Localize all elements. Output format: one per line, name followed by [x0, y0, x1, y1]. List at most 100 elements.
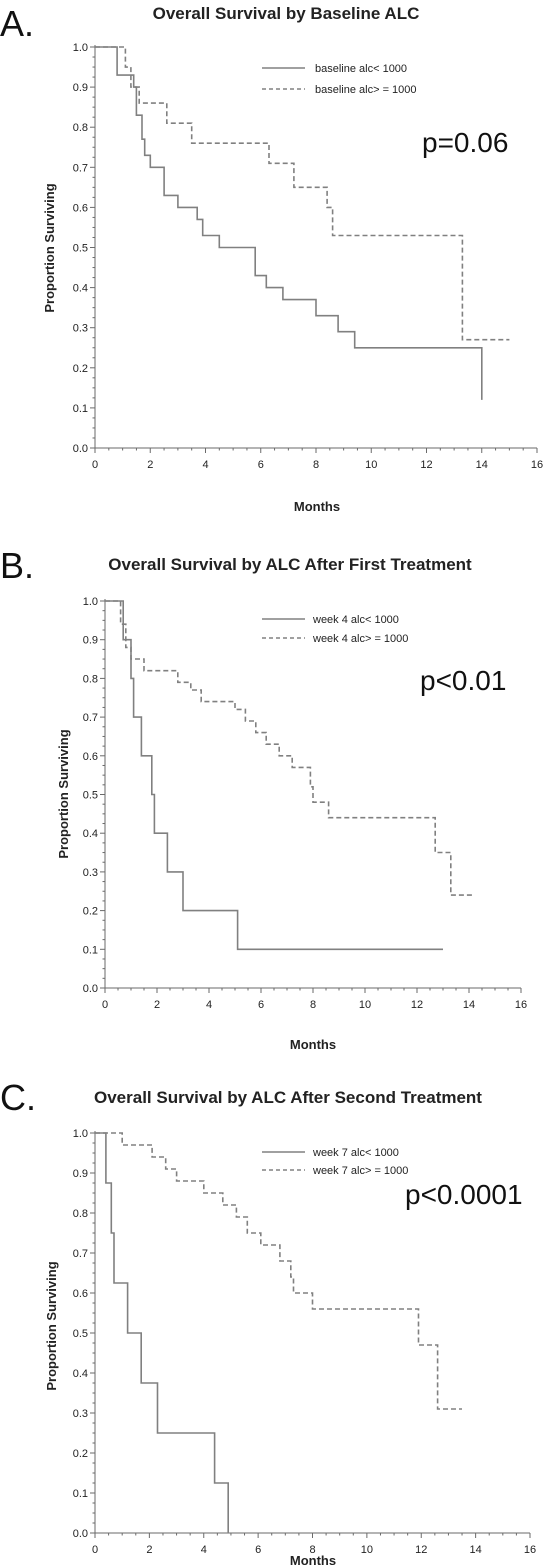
- panel-c-y-tick-label-6: 0.6: [73, 1288, 88, 1300]
- panel-a-y-tick-label-1: 0.1: [73, 403, 88, 415]
- panel-a-x-tick-label-1: 2: [147, 459, 153, 471]
- panel-c-x-tick-label-1: 2: [146, 1544, 152, 1556]
- panel-a-y-tick-label-9: 0.9: [73, 82, 88, 94]
- panel-a-axes: 0.0 0.1 0.2 0.3 0.4 0.5 0.6 0.7 0.8 0.9 1.0 0 2 4 6 8 10…: [73, 42, 543, 471]
- panel-c-x-tick-label-7: 14: [470, 1544, 482, 1556]
- panel-a-legend: baseline alc< 1000 baseline alc> = 1000: [262, 63, 417, 96]
- panel-b-curves: [105, 600, 475, 951]
- panel-c-axes: 0.0 0.1 0.2 0.3 0.4 0.5 0.6 0.7 0.8 0.9 1.0 0 2 4 6 8 10…: [73, 1128, 536, 1556]
- panel-a-curves: [95, 46, 510, 400]
- panel-a-curve-high-alc: [95, 46, 510, 341]
- panel-a-legend-solid-label: baseline alc< 1000: [315, 63, 407, 75]
- panel-c-y-axis-title: Proportion Surviving: [44, 1261, 59, 1390]
- panel-a-title: Overall Survival by Baseline ALC: [153, 4, 420, 23]
- panel-b-title: Overall Survival by ALC After First Trea…: [108, 555, 472, 574]
- panel-b-y-tick-label-0: 0.0: [83, 983, 98, 995]
- panel-b-y-tick-label-4: 0.4: [83, 828, 98, 840]
- panel-c-p-value: p<0.0001: [405, 1179, 523, 1210]
- panel-a-x-tick-label-3: 6: [258, 459, 264, 471]
- panel-c-x-tick-label-2: 4: [201, 1544, 207, 1556]
- panel-c-x-tick-label-8: 16: [524, 1544, 536, 1556]
- panel-c-y-tick-label-4: 0.4: [73, 1368, 88, 1380]
- panel-b-x-tick-label-0: 0: [102, 999, 108, 1011]
- panel-c-legend-dashed-label: week 7 alc> = 1000: [312, 1165, 408, 1177]
- panel-b-x-tick-label-4: 8: [310, 999, 316, 1011]
- panel-a-p-value: p=0.06: [422, 127, 508, 158]
- panel-a: A. Overall Survival by Baseline ALC Prop…: [0, 3, 543, 514]
- panel-b-y-tick-label-8: 0.8: [83, 673, 98, 685]
- panel-c-title: Overall Survival by ALC After Second Tre…: [94, 1088, 482, 1107]
- panel-c-letter: C.: [0, 1077, 36, 1118]
- panel-c-y-tick-label-7: 0.7: [73, 1248, 88, 1260]
- panel-b-y-tick-label-2: 0.2: [83, 906, 98, 918]
- panel-a-x-tick-label-6: 12: [420, 459, 432, 471]
- panel-a-y-tick-label-2: 0.2: [73, 363, 88, 375]
- panel-b-axes: 0.0 0.1 0.2 0.3 0.4 0.5 0.6 0.7 0.8 0.9 1.0 0 2 4 6 8 10…: [83, 596, 527, 1011]
- panel-b-legend-dashed-label: week 4 alc> = 1000: [312, 633, 408, 645]
- panel-c-y-tick-label-0: 0.0: [73, 1528, 88, 1540]
- panel-b-curve-high-alc: [105, 600, 475, 896]
- panel-c-x-tick-label-5: 10: [361, 1544, 373, 1556]
- panel-a-y-tick-label-10: 1.0: [73, 42, 88, 54]
- panel-b-legend-solid-label: week 4 alc< 1000: [312, 614, 399, 626]
- panel-c-y-tick-label-1: 0.1: [73, 1488, 88, 1500]
- panel-b-y-tick-label-5: 0.5: [83, 790, 98, 802]
- panel-c-legend: week 7 alc< 1000 week 7 alc> = 1000: [262, 1147, 408, 1177]
- panel-a-x-tick-label-0: 0: [92, 459, 98, 471]
- panel-b-legend: week 4 alc< 1000 week 4 alc> = 1000: [262, 614, 408, 645]
- panel-c-x-tick-label-4: 8: [309, 1544, 315, 1556]
- panel-b-curve-low-alc: [105, 600, 443, 951]
- panel-c-y-tick-label-9: 0.9: [73, 1168, 88, 1180]
- panel-b-x-tick-label-1: 2: [154, 999, 160, 1011]
- panel-c-x-tick-label-3: 6: [255, 1544, 261, 1556]
- panel-c-y-tick-label-8: 0.8: [73, 1208, 88, 1220]
- panel-a-y-tick-label-7: 0.7: [73, 162, 88, 174]
- panel-a-y-tick-label-3: 0.3: [73, 323, 88, 335]
- panel-c: C. Overall Survival by ALC After Second …: [0, 1077, 536, 1567]
- panel-c-y-tick-label-10: 1.0: [73, 1128, 88, 1140]
- panel-c-curve-low-alc: [95, 1132, 229, 1533]
- panel-b-x-tick-label-2: 4: [206, 999, 212, 1011]
- panel-b-y-tick-label-3: 0.3: [83, 867, 98, 879]
- panel-a-y-tick-label-6: 0.6: [73, 202, 88, 214]
- panel-c-x-axis-title: Months: [290, 1553, 336, 1567]
- panel-c-legend-solid-label: week 7 alc< 1000: [312, 1147, 399, 1159]
- panel-c-y-tick-label-5: 0.5: [73, 1328, 88, 1340]
- panel-b-y-tick-label-1: 0.1: [83, 944, 98, 956]
- panel-a-x-tick-label-8: 16: [531, 459, 543, 471]
- panel-a-x-tick-label-5: 10: [365, 459, 377, 471]
- panel-c-x-tick-label-0: 0: [92, 1544, 98, 1556]
- panel-b: B. Overall Survival by ALC After First T…: [0, 545, 527, 1052]
- panel-c-y-tick-label-2: 0.2: [73, 1448, 88, 1460]
- panel-a-y-tick-label-0: 0.0: [73, 443, 88, 455]
- panel-a-x-tick-label-7: 14: [476, 459, 488, 471]
- panel-b-x-tick-label-7: 14: [463, 999, 475, 1011]
- panel-a-curve-low-alc: [95, 46, 483, 400]
- panel-b-y-axis-title: Proportion Surviving: [56, 729, 71, 858]
- panel-c-x-tick-label-6: 12: [415, 1544, 427, 1556]
- panel-b-x-tick-label-6: 12: [411, 999, 423, 1011]
- panel-b-x-tick-label-8: 16: [515, 999, 527, 1011]
- panel-b-x-axis-title: Months: [290, 1037, 336, 1052]
- panel-b-y-tick-label-6: 0.6: [83, 751, 98, 763]
- panel-a-x-tick-label-4: 8: [313, 459, 319, 471]
- panel-b-y-tick-label-9: 0.9: [83, 635, 98, 647]
- panel-a-y-axis-title: Proportion Surviving: [42, 183, 57, 312]
- panel-a-x-tick-label-2: 4: [202, 459, 208, 471]
- panel-b-y-tick-label-7: 0.7: [83, 712, 98, 724]
- panel-b-x-tick-label-5: 10: [359, 999, 371, 1011]
- panel-a-legend-dashed-label: baseline alc> = 1000: [315, 84, 417, 96]
- panel-c-curves: [95, 1132, 462, 1533]
- panel-b-p-value: p<0.01: [420, 665, 506, 696]
- panel-c-y-tick-label-3: 0.3: [73, 1408, 88, 1420]
- panel-a-y-tick-label-5: 0.5: [73, 243, 88, 255]
- panel-a-x-axis-title: Months: [294, 499, 340, 514]
- panel-c-curve-high-alc: [95, 1132, 462, 1410]
- panel-a-y-tick-label-8: 0.8: [73, 122, 88, 134]
- panel-b-letter: B.: [0, 545, 34, 586]
- panel-a-y-tick-label-4: 0.4: [73, 283, 88, 295]
- panel-a-letter: A.: [0, 3, 34, 44]
- panel-b-x-tick-label-3: 6: [258, 999, 264, 1011]
